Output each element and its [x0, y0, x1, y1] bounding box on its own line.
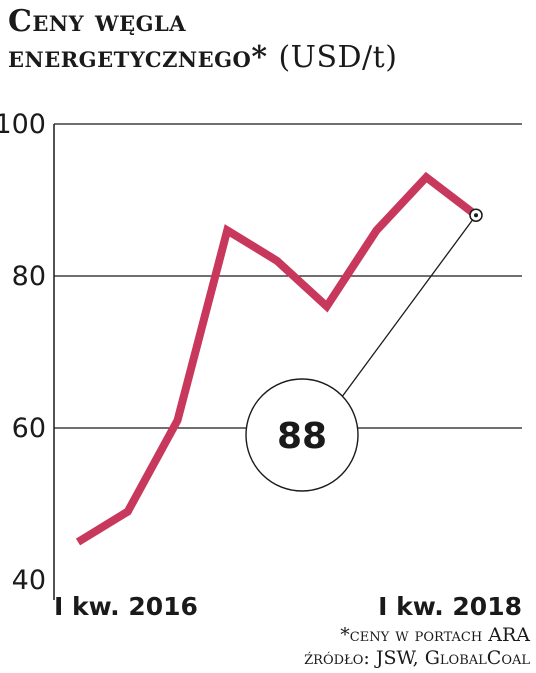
chart-title: Ceny węgla energetycznego* (USD/t)	[8, 4, 397, 76]
series-line-0	[75, 171, 479, 546]
chart-title-line1: Ceny węgla	[8, 4, 187, 39]
y-tick-label-80: 80	[12, 261, 46, 292]
y-tick-label-100: 100	[0, 109, 46, 140]
callout-marker-dot	[474, 213, 478, 218]
y-tick-labels: 40 60 80 100	[0, 109, 46, 596]
callout-leader-line	[341, 214, 477, 397]
chart-unit: (USD/t)	[278, 40, 398, 75]
value-callout: 88	[245, 208, 483, 492]
callout-value: 88	[277, 416, 327, 457]
x-tick-label-1: I kw. 2018	[378, 592, 522, 621]
chart-title-line2: energetycznego* (USD/t)	[8, 40, 397, 76]
y-tick-label-60: 60	[12, 413, 46, 444]
y-tick-label-40: 40	[12, 565, 46, 596]
chart-title-line2-text: energetycznego*	[8, 40, 268, 75]
series-lines	[75, 171, 479, 546]
x-tick-label-0: I kw. 2016	[54, 592, 198, 621]
x-tick-labels: I kw. 2016 I kw. 2018	[54, 592, 522, 621]
footnote-note: *ceny w portach ARA	[340, 624, 530, 646]
callout-circle	[245, 378, 359, 492]
footnote-source: źródło: JSW, GlobalCoal	[304, 647, 530, 669]
